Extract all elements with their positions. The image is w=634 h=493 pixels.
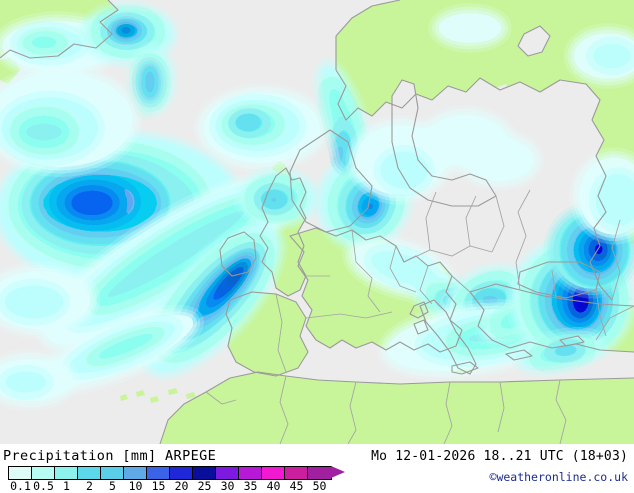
- colorbar-tick-label: 50: [312, 479, 327, 493]
- colorbar-tick-label: 35: [243, 479, 258, 493]
- colorbar-cell[interactable]: [9, 467, 32, 479]
- national-borders: [205, 189, 634, 444]
- colorbar-tick-label: 45: [289, 479, 304, 493]
- colorbar-tick-label: 2: [86, 479, 93, 493]
- colorbar-cell[interactable]: [55, 467, 78, 479]
- colorbar-cell[interactable]: [32, 467, 55, 479]
- north-africa: [120, 372, 634, 444]
- colorbar-tick-label: 5: [109, 479, 116, 493]
- colorbar-tick-label: 10: [128, 479, 143, 493]
- colorbar-cell[interactable]: [216, 467, 239, 479]
- precipitation-legend[interactable]: 0.1 0.5 1 2 5 10 15 20 25 30 35 40 45 50: [0, 466, 345, 493]
- colorbar-tick-label: 30: [220, 479, 235, 493]
- colorbar-tick-label: 0.5: [33, 479, 54, 493]
- colorbar-cell[interactable]: [285, 467, 308, 479]
- colorbar-tick-label: 40: [266, 479, 281, 493]
- colorbar-tick-label: 20: [174, 479, 189, 493]
- colorbar-cell[interactable]: [193, 467, 216, 479]
- map-canvas: [0, 0, 634, 444]
- colorbar-cell[interactable]: [124, 467, 147, 479]
- colorbar-cell[interactable]: [239, 467, 262, 479]
- chart-title: Precipitation [mm] ARPEGE: [3, 448, 217, 464]
- colorbar-tick-label: 15: [151, 479, 166, 493]
- colorbar-cell[interactable]: [170, 467, 193, 479]
- colorbar-cell[interactable]: [308, 467, 331, 479]
- colorbar-tick-label: 0.1: [10, 479, 31, 493]
- precipitation-map[interactable]: [0, 0, 634, 444]
- colorbar-cell[interactable]: [78, 467, 101, 479]
- colorbar-tick-label: 25: [197, 479, 212, 493]
- colorbar-cell[interactable]: [147, 467, 170, 479]
- colorbar-tick-label: 1: [63, 479, 70, 493]
- colorbar-swatches[interactable]: [8, 466, 332, 480]
- map-footer: Precipitation [mm] ARPEGE Mo 12-01-2026 …: [0, 444, 634, 493]
- colorbar-tick-labels: 0.1 0.5 1 2 5 10 15 20 25 30 35 40 45 50: [0, 479, 330, 493]
- colorbar-cell[interactable]: [262, 467, 285, 479]
- forecast-timestamp: Mo 12-01-2026 18..21 UTC (18+03): [371, 449, 628, 464]
- colorbar-cell[interactable]: [101, 467, 124, 479]
- copyright-label: ©weatheronline.co.uk: [489, 470, 628, 484]
- colorbar-overflow-arrow: [331, 466, 345, 478]
